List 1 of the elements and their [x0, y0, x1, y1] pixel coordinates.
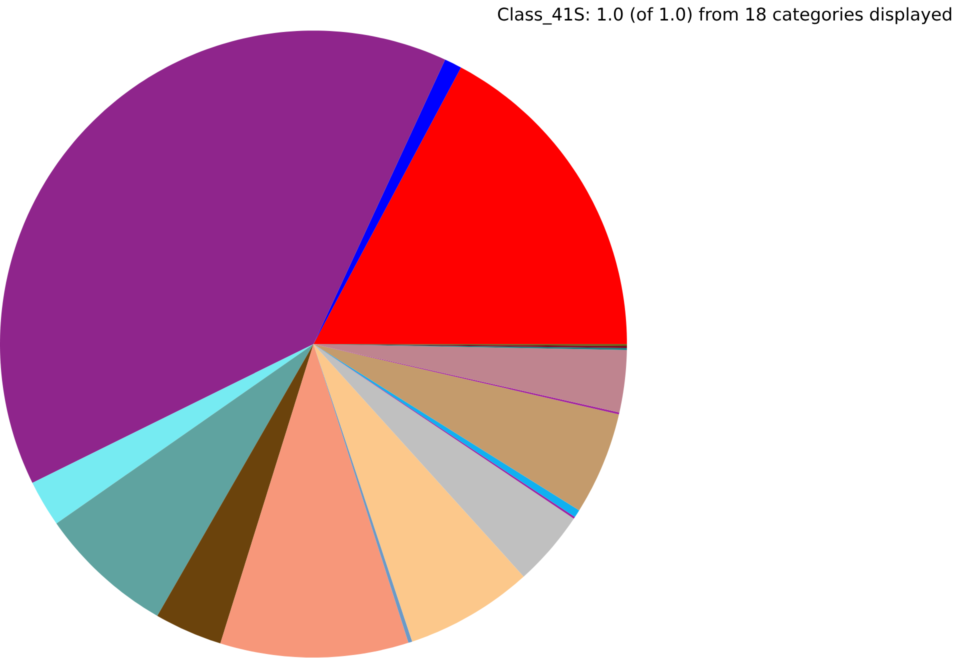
text: Class_41S: 1.0 (of 1.0) from 18 categories displayed [498, 7, 952, 25]
